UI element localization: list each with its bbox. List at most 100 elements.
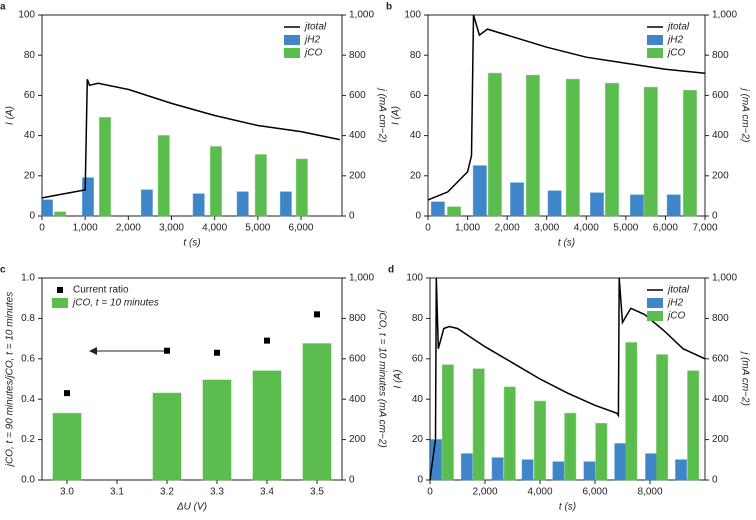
legend-label: jH2 [666,298,683,309]
legend-swatch [647,298,663,308]
y-tick-label: 80 [412,313,424,324]
y-tick-label: 20 [410,170,422,181]
bar [625,342,638,481]
bar [202,379,232,481]
legend-label: jCO [666,311,685,322]
bar [510,182,525,217]
y2-tick-label: 600 [349,353,366,364]
legend-label: jCO [303,48,322,59]
y2-tick-label: 1,000 [712,273,737,284]
bar [192,193,205,217]
bar [279,191,292,217]
y-tick-label: 0.8 [21,313,35,324]
legend-label: jtotal [666,22,690,33]
x-tick-label: 6,000 [653,223,678,234]
y2-tick-label: 1,000 [712,10,737,21]
bar [41,199,54,217]
x-tick-label: 3.4 [260,487,274,498]
x-tick-label: 2,000 [472,487,497,498]
x-tick-label: 0 [39,223,45,234]
y-axis-title: I (A) [5,106,16,125]
panel-label: c [0,265,6,276]
y-tick-label: 0.2 [21,434,35,445]
x-tick-label: 0 [427,487,433,498]
bar [565,78,580,217]
y2-tick-label: 0 [349,211,355,222]
point [314,311,320,318]
x-tick-label: 3.2 [160,487,174,498]
y-tick-label: 60 [410,90,422,101]
line [427,14,706,201]
y-tick-label: 80 [410,50,422,61]
y2-tick-label: 800 [349,313,366,324]
point [264,337,270,344]
y-tick-label: 20 [24,170,36,181]
y2-axis-title: jCO, t = 10 minutes (mA cm−2) [376,308,387,447]
legend-swatch [647,48,663,58]
y2-axis-title: j (mA cm−2) [376,87,387,143]
x-tick-label: 2,000 [495,223,520,234]
y2-tick-label: 0 [712,211,718,222]
y-tick-label: 100 [404,10,421,21]
bar [525,74,540,217]
y2-tick-label: 0 [712,475,718,486]
legend-swatch [52,298,68,308]
bar [675,459,688,481]
bar [52,412,82,481]
bar [302,343,332,481]
bar [605,82,620,217]
bar [682,89,697,217]
x-tick-label: 4,000 [202,223,227,234]
legend-swatch [647,311,663,321]
legend-label: jCO, t = 10 minutes [71,298,159,309]
y-tick-label: 80 [24,50,36,61]
line [41,79,340,199]
x-axis-title: t (s) [559,502,576,513]
x-tick-label: 8,000 [637,487,662,498]
legend-label: jH2 [666,35,683,46]
legend-label: jH2 [303,35,320,46]
y-tick-label: 40 [24,130,36,141]
panel-label: b [386,2,392,13]
y2-tick-label: 200 [349,170,366,181]
y2-tick-label: 1,000 [349,273,374,284]
bar [487,72,502,217]
y2-tick-label: 400 [712,394,729,405]
x-tick-label: 5,000 [245,223,270,234]
x-tick-label: 3,000 [159,223,184,234]
x-tick-label: 3,000 [534,223,559,234]
x-tick-label: 3.0 [60,487,74,498]
x-axis-title: ΔU (V) [176,502,207,513]
bar [595,422,608,481]
bar [614,443,627,481]
legend-label: jtotal [666,285,690,296]
x-tick-label: 4,000 [574,223,599,234]
y2-tick-label: 400 [349,394,366,405]
y-tick-label: 40 [410,130,422,141]
legend-swatch [647,35,663,45]
y2-tick-label: 200 [712,434,729,445]
y2-tick-label: 600 [712,353,729,364]
y2-tick-label: 600 [349,90,366,101]
y2-tick-label: 200 [712,170,729,181]
line [429,277,706,481]
bar [81,177,94,217]
y-tick-label: 0.6 [21,353,35,364]
x-tick-label: 1,000 [455,223,480,234]
bar [656,354,669,481]
x-tick-label: 5,000 [613,223,638,234]
plot-frame [41,14,343,217]
bar [472,165,487,217]
bar [491,457,504,481]
bar [236,191,249,217]
y-tick-label: 60 [24,90,36,101]
x-tick-label: 6,000 [288,223,313,234]
bar [209,146,222,217]
bar [521,459,534,481]
y-tick-label: 20 [412,434,424,445]
legend-swatch [284,48,300,58]
bar [460,453,473,481]
y2-tick-label: 200 [349,434,366,445]
y-axis-title: I (A) [393,370,404,389]
y-tick-label: 1.0 [21,273,35,284]
